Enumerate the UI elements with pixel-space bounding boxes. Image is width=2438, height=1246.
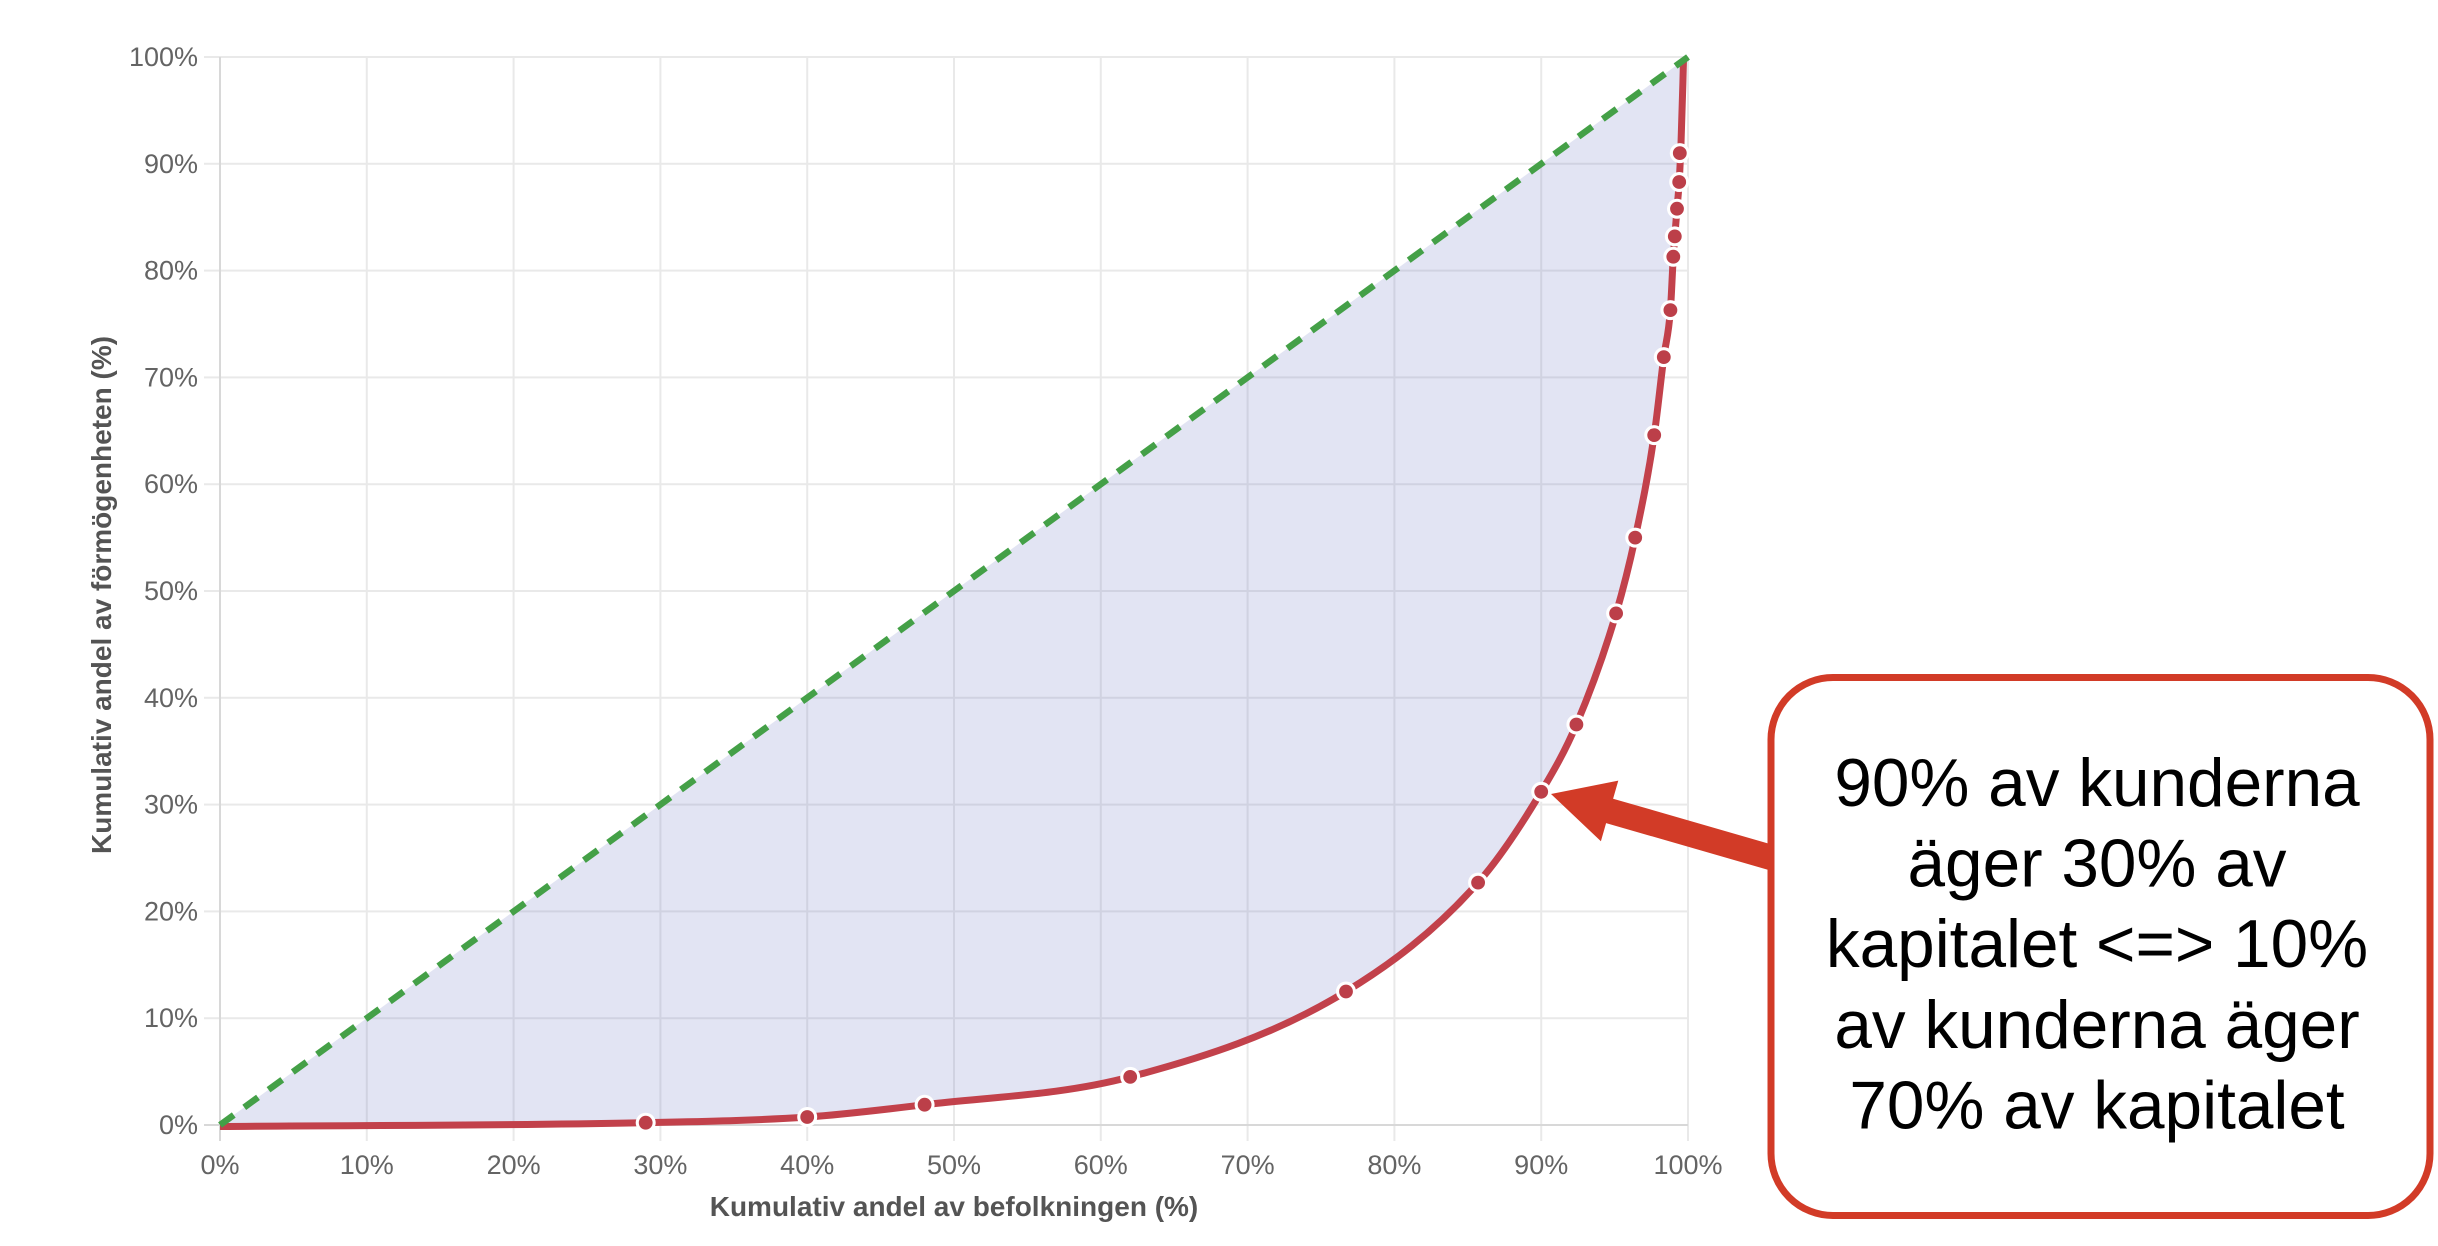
svg-text:30%: 30% bbox=[144, 790, 198, 820]
svg-text:90%: 90% bbox=[1514, 1150, 1568, 1180]
svg-text:80%: 80% bbox=[144, 256, 198, 286]
svg-text:100%: 100% bbox=[129, 42, 198, 72]
svg-text:70% av kapitalet: 70% av kapitalet bbox=[1849, 1068, 2345, 1143]
svg-text:90%: 90% bbox=[144, 149, 198, 179]
svg-text:40%: 40% bbox=[780, 1150, 834, 1180]
svg-text:20%: 20% bbox=[487, 1150, 541, 1180]
svg-text:50%: 50% bbox=[927, 1150, 981, 1180]
svg-text:60%: 60% bbox=[144, 469, 198, 499]
svg-text:20%: 20% bbox=[144, 896, 198, 926]
svg-text:100%: 100% bbox=[1653, 1150, 1722, 1180]
svg-text:0%: 0% bbox=[200, 1150, 239, 1180]
svg-text:av kunderna äger: av kunderna äger bbox=[1834, 988, 2359, 1063]
svg-text:10%: 10% bbox=[340, 1150, 394, 1180]
svg-text:40%: 40% bbox=[144, 683, 198, 713]
svg-text:90% av kunderna: 90% av kunderna bbox=[1834, 746, 2360, 821]
svg-text:kapitalet <=> 10%: kapitalet <=> 10% bbox=[1826, 907, 2368, 982]
svg-text:80%: 80% bbox=[1367, 1150, 1421, 1180]
svg-text:70%: 70% bbox=[1221, 1150, 1275, 1180]
svg-text:10%: 10% bbox=[144, 1003, 198, 1033]
svg-text:70%: 70% bbox=[144, 362, 198, 392]
svg-text:0%: 0% bbox=[159, 1110, 198, 1140]
svg-text:50%: 50% bbox=[144, 576, 198, 606]
svg-text:60%: 60% bbox=[1074, 1150, 1128, 1180]
svg-text:Kumulativ andel av förmögenhet: Kumulativ andel av förmögenheten (%) bbox=[86, 336, 117, 854]
svg-text:äger 30% av: äger 30% av bbox=[1908, 827, 2287, 902]
svg-text:Kumulativ andel av befolkninge: Kumulativ andel av befolkningen (%) bbox=[710, 1191, 1199, 1222]
svg-text:30%: 30% bbox=[633, 1150, 687, 1180]
